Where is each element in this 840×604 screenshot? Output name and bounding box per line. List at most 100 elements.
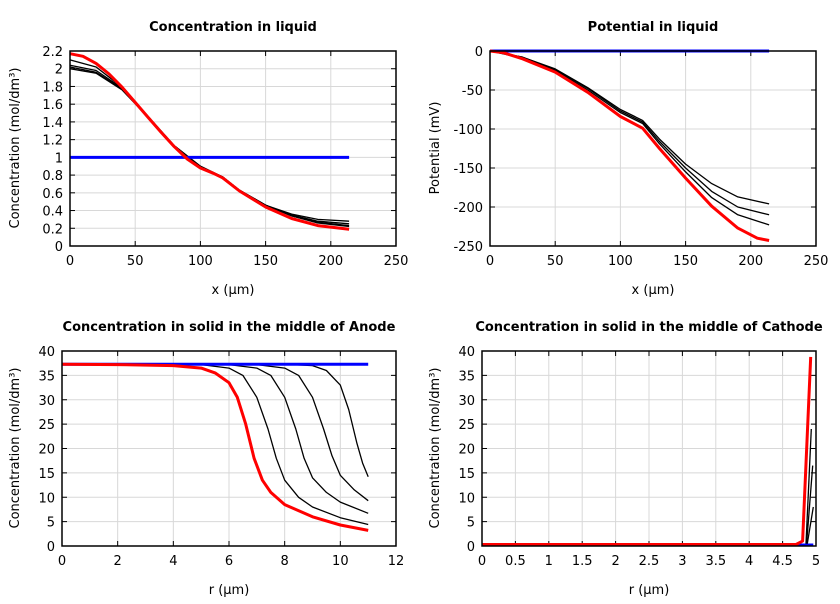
x-axis-label: x (µm) — [212, 283, 255, 298]
y-axis-label: Concentration (mol/dm³) — [8, 368, 23, 529]
x-axis-label: r (µm) — [629, 583, 670, 598]
y-tick-label: 0.8 — [42, 169, 63, 184]
y-tick-label: 35 — [458, 369, 475, 384]
x-tick-label: 200 — [318, 254, 343, 269]
y-tick-label: 0.2 — [42, 222, 63, 237]
y-tick-label: 30 — [38, 394, 55, 409]
y-tick-label: 2.2 — [42, 45, 63, 60]
series-line-black — [489, 50, 770, 226]
series-line-black — [805, 465, 814, 544]
y-tick-label: 1.8 — [42, 80, 63, 95]
y-tick-label: 15 — [458, 467, 475, 482]
series-line-black — [489, 50, 770, 205]
plot-potential-liquid: Potential in liquid x (µm) Potential (mV… — [428, 20, 828, 298]
plot-frame — [61, 350, 397, 547]
series-line-black — [61, 363, 369, 514]
x-tick-label: 1.5 — [572, 554, 593, 569]
grid — [481, 350, 817, 547]
series-line-black — [69, 64, 350, 225]
plot-concentration-solid-anode: Concentration in solid in the middle of … — [8, 320, 404, 598]
x-tick-label: 50 — [547, 254, 564, 269]
x-tick-label: 0 — [58, 554, 66, 569]
y-tick-label: -250 — [453, 240, 483, 255]
x-tick-label: 8 — [281, 554, 289, 569]
y-axis-label: Concentration (mol/dm³) — [8, 68, 23, 229]
y-tick-label: 20 — [38, 443, 55, 458]
x-tick-label: 250 — [804, 254, 829, 269]
series-line-black — [489, 50, 770, 216]
plot-frame — [481, 350, 817, 547]
x-tick-label: 5 — [812, 554, 820, 569]
plot-frame — [489, 50, 817, 247]
y-tick-label: 0.6 — [42, 187, 63, 202]
x-tick-label: 3.5 — [705, 554, 726, 569]
y-tick-label: 5 — [467, 516, 475, 531]
y-tick-label: 0 — [475, 45, 483, 60]
plot-title: Concentration in solid in the middle of … — [63, 320, 396, 335]
x-tick-label: 4 — [169, 554, 177, 569]
grid — [489, 50, 817, 247]
y-tick-label: 35 — [38, 369, 55, 384]
x-axis-label: r (µm) — [209, 583, 250, 598]
x-tick-label: 0 — [486, 254, 494, 269]
grid — [69, 50, 397, 247]
y-tick-label: 0 — [55, 240, 63, 255]
y-axis-label: Concentration (mol/dm³) — [428, 368, 443, 529]
x-tick-label: 100 — [608, 254, 633, 269]
x-tick-label: 2 — [611, 554, 619, 569]
series-line-black — [62, 363, 369, 478]
x-tick-label: 10 — [332, 554, 349, 569]
series-line-red — [69, 52, 350, 231]
y-tick-label: 1.6 — [42, 98, 63, 113]
y-tick-label: 30 — [458, 394, 475, 409]
x-tick-label: 2.5 — [639, 554, 660, 569]
y-tick-label: 25 — [38, 418, 55, 433]
x-tick-label: 0 — [66, 254, 74, 269]
x-tick-label: 100 — [188, 254, 213, 269]
x-tick-label: 150 — [253, 254, 278, 269]
x-tick-label: 4.5 — [772, 554, 793, 569]
series-line-black — [69, 66, 350, 227]
x-tick-label: 150 — [673, 254, 698, 269]
y-tick-label: -50 — [462, 84, 483, 99]
plot-title: Concentration in liquid — [149, 20, 317, 35]
y-axis-label: Potential (mV) — [428, 102, 443, 195]
x-tick-label: 6 — [225, 554, 233, 569]
x-tick-label: 250 — [384, 254, 409, 269]
plot-frame — [69, 50, 397, 247]
x-tick-label: 0 — [478, 554, 486, 569]
grid — [61, 350, 397, 547]
series-line-black — [806, 506, 814, 544]
x-tick-label: 1 — [545, 554, 553, 569]
plot-title: Concentration in solid in the middle of … — [475, 320, 823, 335]
y-tick-label: -200 — [453, 201, 483, 216]
x-axis-label: x (µm) — [632, 283, 675, 298]
series-line-red — [61, 362, 369, 532]
plot-concentration-liquid: Concentration in liquid x (µm) Concentra… — [8, 20, 408, 298]
x-tick-label: 50 — [127, 254, 144, 269]
y-tick-label: 40 — [458, 345, 475, 360]
y-tick-label: 40 — [38, 345, 55, 360]
y-tick-label: 25 — [458, 418, 475, 433]
series-line-black — [61, 363, 369, 502]
series-line-black — [69, 68, 350, 228]
y-tick-label: 10 — [38, 491, 55, 506]
y-tick-label: 15 — [38, 467, 55, 482]
y-tick-label: 1.2 — [42, 134, 63, 149]
y-tick-label: 2 — [55, 63, 63, 78]
y-tick-label: 0 — [467, 540, 475, 555]
y-tick-label: -100 — [453, 123, 483, 138]
series-line-red — [482, 356, 813, 546]
x-tick-label: 200 — [738, 254, 763, 269]
series-line-black — [61, 363, 369, 526]
series-line-red — [489, 49, 770, 242]
y-tick-label: 10 — [458, 491, 475, 506]
y-tick-label: 1 — [55, 151, 63, 166]
y-tick-label: 0.4 — [42, 205, 63, 220]
plot-concentration-solid-cathode: Concentration in solid in the middle of … — [428, 320, 823, 598]
x-tick-label: 4 — [745, 554, 753, 569]
x-tick-label: 0.5 — [505, 554, 526, 569]
y-tick-label: 0 — [47, 540, 55, 555]
x-tick-label: 12 — [388, 554, 405, 569]
